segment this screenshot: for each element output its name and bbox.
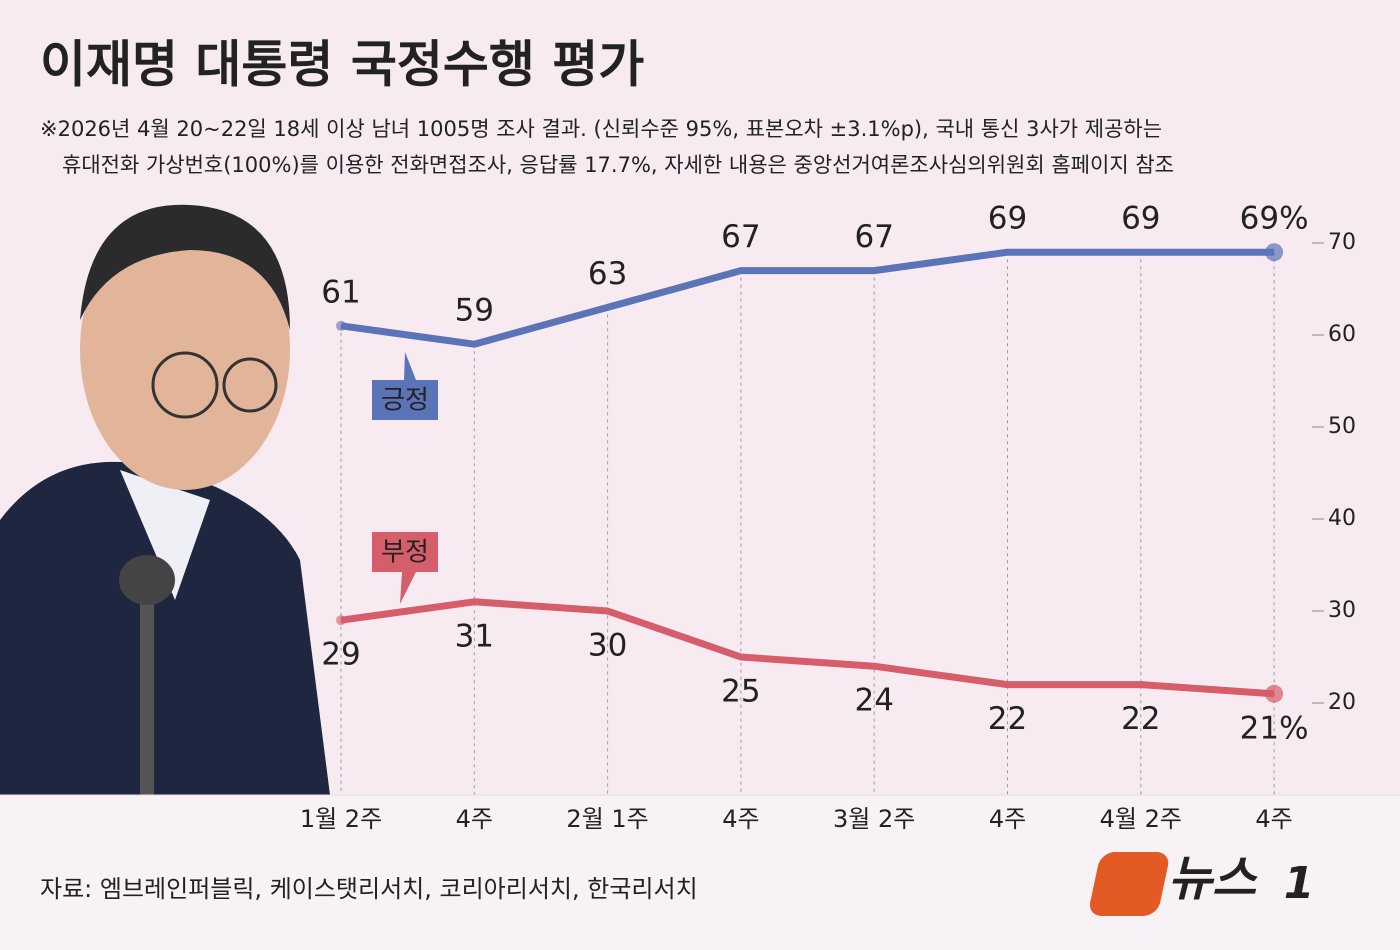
value-label: 61 (321, 274, 360, 310)
end-point (1265, 684, 1284, 703)
legend-callout (372, 532, 438, 604)
value-label: 31 (455, 618, 494, 654)
y-tick-label: 40 (1328, 506, 1356, 531)
series-line (340, 248, 1275, 348)
logo-text: 뉴스 (1168, 851, 1258, 907)
logo-mark: 1 (1284, 858, 1315, 909)
value-label: 67 (854, 219, 893, 255)
x-tick-label: 4주 (1255, 805, 1292, 833)
x-tick-label: 1월 2주 (300, 805, 382, 833)
value-label: 29 (321, 637, 360, 673)
logo-badge (1089, 852, 1169, 916)
y-tick-label: 70 (1328, 230, 1356, 255)
legend-label: 긍정 (381, 386, 429, 416)
x-tick-label: 4주 (456, 805, 493, 833)
legend-callout (372, 352, 438, 420)
y-tick-label: 60 (1328, 322, 1356, 347)
start-point (336, 615, 346, 626)
note: ※2026년 4월 20~22일 18세 이상 남녀 1005명 조사 결과. … (40, 117, 1162, 141)
value-label: 22 (1121, 701, 1160, 737)
value-label: 69 (988, 201, 1027, 237)
start-point (336, 320, 346, 331)
photo (0, 204, 330, 795)
x-tick-label: 3월 2주 (833, 805, 915, 833)
legend-label: 부정 (381, 538, 429, 568)
value-label: 63 (588, 256, 627, 292)
y-tick-label: 20 (1328, 690, 1356, 715)
value-label: 67 (721, 219, 760, 255)
series-line (340, 598, 1275, 698)
value-label: 30 (588, 628, 627, 664)
value-label: 24 (854, 683, 893, 719)
footer-band (0, 795, 1400, 950)
end-point (1265, 243, 1284, 262)
value-label: 69% (1240, 201, 1309, 237)
source: 자료: 엠브레인퍼블릭, 케이스탯리서치, 코리아리서치, 한국리서치 (40, 875, 698, 903)
title: 이재명 대통령 국정수행 평가 (40, 36, 644, 94)
x-tick-label: 2월 1주 (566, 805, 648, 833)
value-label: 59 (455, 293, 494, 329)
logo: 뉴스 1 (1089, 851, 1315, 916)
x-tick-label: 4주 (722, 805, 759, 833)
y-tick-label: 50 (1328, 414, 1356, 439)
x-tick-label: 4주 (989, 805, 1026, 833)
y-tick-label: 30 (1328, 598, 1356, 623)
value-label: 69 (1121, 201, 1160, 237)
note: 휴대전화 가상번호(100%)를 이용한 전화면접조사, 응답률 17.7%, … (62, 153, 1174, 177)
value-label: 22 (988, 701, 1027, 737)
x-tick-label: 4월 2주 (1100, 805, 1182, 833)
value-label: 25 (721, 674, 760, 710)
value-label: 21% (1240, 710, 1309, 746)
